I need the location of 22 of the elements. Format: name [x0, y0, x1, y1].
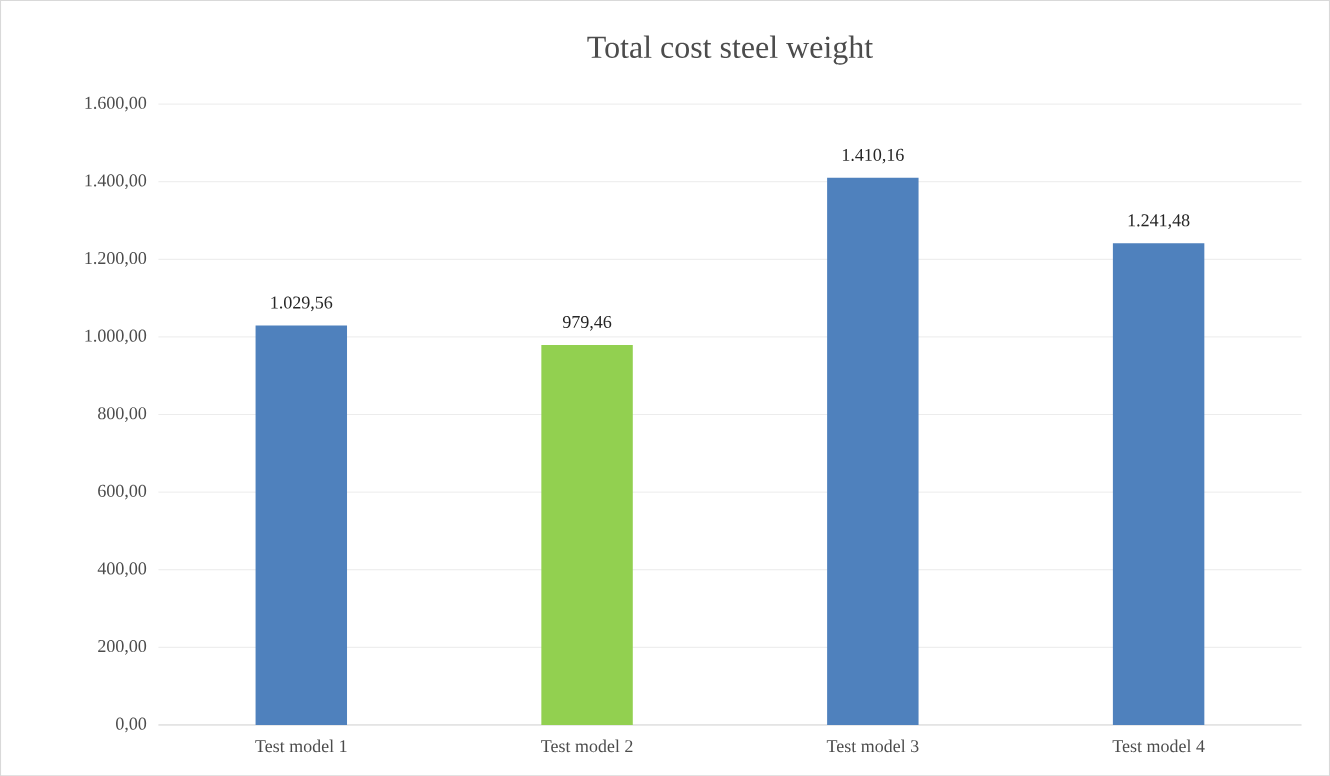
- x-tick-label: Test model 4: [1112, 739, 1205, 752]
- y-tick-label: 200,00: [98, 639, 147, 655]
- x-tick-label: Test model 1: [255, 739, 347, 752]
- data-label: 1.029,56: [271, 296, 333, 311]
- data-label: 1.241,48: [1128, 214, 1190, 229]
- y-tick-label: 1.000,00: [85, 329, 147, 345]
- data-label: 1.410,16: [842, 148, 904, 164]
- y-tick-label: 600,00: [98, 484, 147, 500]
- y-tick-label: 1.200,00: [85, 251, 147, 267]
- bar: [827, 177, 919, 725]
- y-tick-label: 0,00: [116, 717, 147, 733]
- y-tick-label: 1.400,00: [85, 174, 147, 189]
- y-tick-label: 800,00: [98, 406, 147, 422]
- bar: [541, 344, 633, 725]
- x-tick-label: Test model 3: [826, 739, 919, 752]
- data-label: 979,46: [562, 315, 612, 331]
- bar: [1112, 243, 1205, 725]
- chart-title: Total cost steel weight: [587, 35, 873, 65]
- bar: [255, 325, 348, 725]
- x-tick-label: Test model 2: [541, 739, 633, 752]
- y-tick-label: 400,00: [97, 562, 147, 577]
- y-tick-label: 1.600,00: [85, 96, 147, 112]
